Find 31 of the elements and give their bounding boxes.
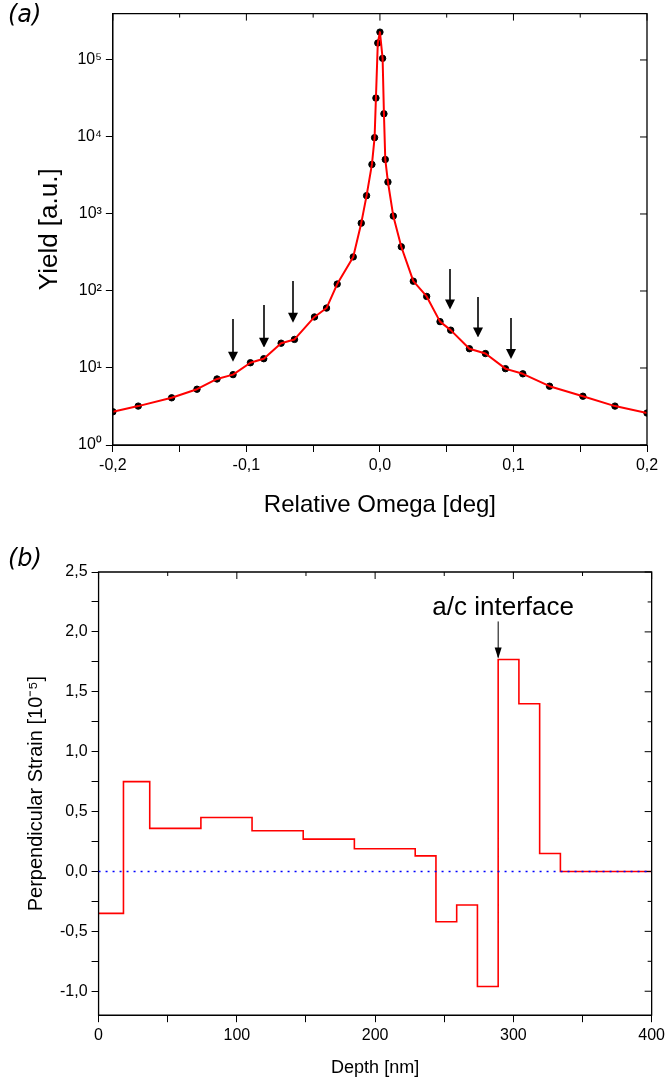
x-axis-title: Depth [nm] [331, 1057, 420, 1078]
x-tick-label: -0,1 [232, 456, 261, 474]
x-tick-label: 200 [361, 1026, 389, 1044]
y-tick-label: -0,5 [59, 921, 88, 939]
annotation: a/c interface [432, 591, 574, 622]
y-tick-label: 0,0 [65, 861, 88, 879]
x-tick-label: 0,0 [368, 456, 392, 474]
x-tick-label: 0,1 [502, 456, 525, 474]
x-tick-label: 400 [638, 1026, 666, 1044]
chart-title: (a) [8, 0, 42, 28]
x-axis-title: Relative Omega [deg] [263, 490, 496, 518]
y-tick-label: 10⁵ [77, 50, 102, 68]
y-tick-label: 1,5 [65, 682, 88, 700]
y-tick-label: -1,0 [59, 981, 88, 999]
y-axis-title: Perpendicular Strain [10⁻⁵] [23, 675, 46, 912]
x-tick-label: 0 [94, 1026, 104, 1044]
y-tick-label: 10³ [78, 204, 103, 222]
x-tick-label: 0,2 [635, 456, 659, 474]
y-axis-title: Yield [a.u.] [32, 168, 63, 291]
y-tick-label: 10¹ [78, 358, 102, 376]
y-tick-label: 1,0 [65, 742, 88, 760]
y-tick-label: 10⁴ [77, 127, 102, 145]
y-tick-label: 2,0 [65, 622, 88, 640]
x-tick-label: 100 [223, 1026, 251, 1044]
y-tick-label: 2,5 [65, 562, 88, 580]
x-tick-label: 300 [500, 1026, 527, 1044]
y-tick-label: 10² [78, 281, 103, 299]
chart-title: (b) [8, 544, 42, 572]
y-tick-label: 0,5 [65, 801, 88, 819]
x-tick-label: -0,2 [99, 456, 127, 474]
y-tick-label: 10⁰ [78, 435, 102, 453]
